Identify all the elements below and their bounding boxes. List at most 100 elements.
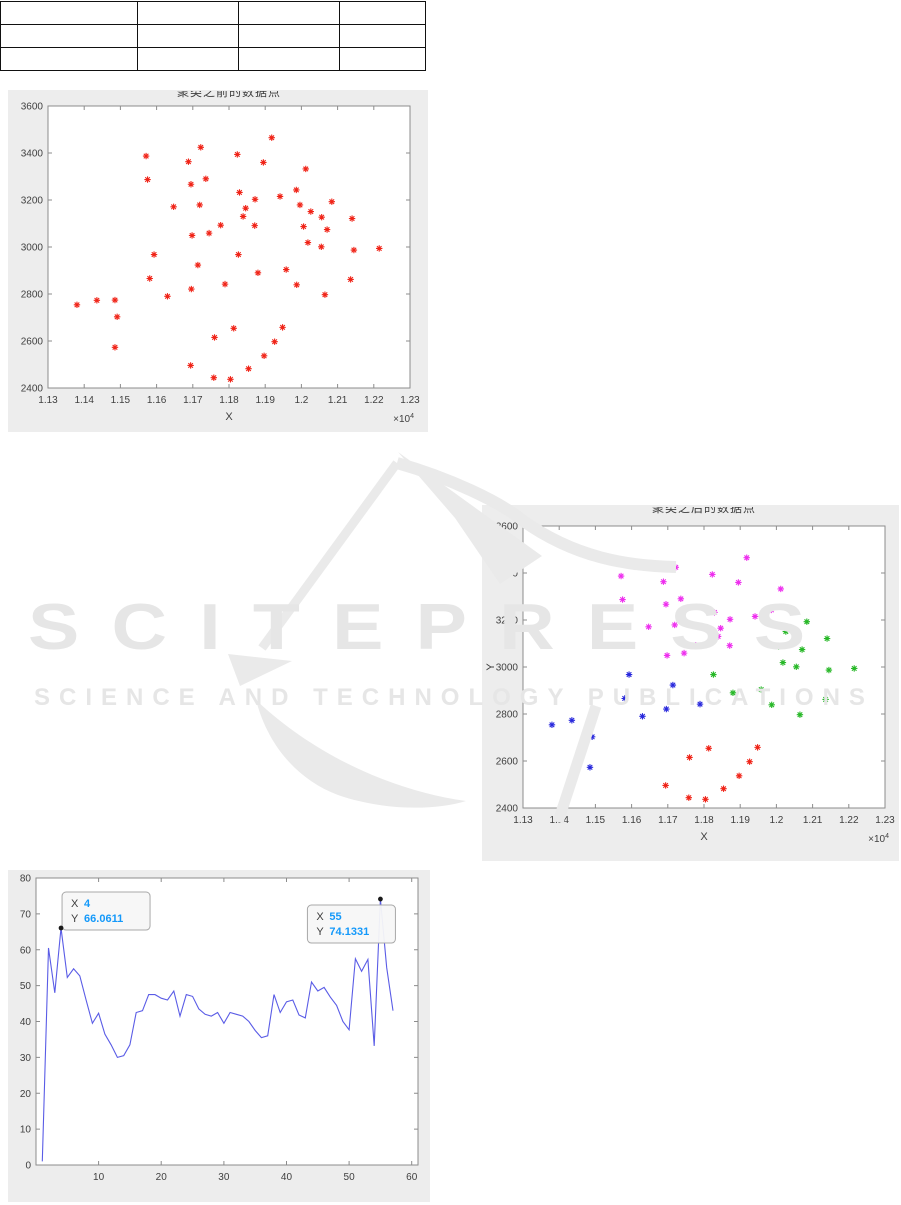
- y-tick-label: 2800: [496, 710, 519, 721]
- figure-scatter-after: 聚类之后的数据点 1.13 1.14 1.15 1.16 1.17 1.18 1.19 1.2…: [482, 505, 899, 861]
- logo-fold: [228, 654, 292, 686]
- datatip-axis-letter: Y: [71, 913, 79, 925]
- y-tick-label: 3000: [21, 243, 44, 254]
- figure-convergence-line: 10 20 30 40 50 60 0 10 20 30 40 50 60 70 80 X 4 Y 66.0611 X…: [8, 870, 430, 1202]
- datatip-anchor-dot: [378, 896, 383, 902]
- y-tick-label: 3600: [21, 102, 44, 113]
- datatip-axis-letter: X: [71, 898, 79, 910]
- table-cell: [137, 47, 239, 71]
- figure-title-clipped: 聚类之后的数据点: [523, 507, 885, 514]
- table-cell: [339, 1, 426, 25]
- table-cell: [238, 1, 340, 25]
- y-tick-label: 3000: [496, 663, 519, 674]
- x-tick-label: 1.19: [255, 395, 275, 406]
- y-tick-label: 2600: [21, 337, 44, 348]
- x-tick-label: 50: [344, 1172, 356, 1183]
- y-tick-label: 60: [20, 945, 32, 956]
- y-tick-label: 3400: [21, 149, 44, 160]
- x-tick-label: 1.14: [549, 815, 569, 826]
- x-tick-label: 1.21: [328, 395, 348, 406]
- table-row: [0, 1, 426, 25]
- axis-multiplier: ×104: [868, 833, 889, 845]
- datatip-value: 74.1331: [329, 926, 369, 938]
- x-tick-label: 40: [281, 1172, 293, 1183]
- x-tick-label: 1.2: [769, 815, 783, 826]
- x-tick-label: 60: [406, 1172, 418, 1183]
- y-axis-label: Y: [485, 663, 497, 671]
- x-tick-label: 1.19: [730, 815, 750, 826]
- table-cell: [137, 24, 239, 48]
- y-tick-label: 0: [25, 1161, 31, 1172]
- axis-multiplier: ×104: [393, 413, 414, 425]
- table-cell: [0, 47, 138, 71]
- y-tick-label: 2600: [496, 757, 519, 768]
- y-tick-label: 3600: [496, 522, 519, 533]
- datatip-value: 4: [84, 898, 91, 910]
- x-tick-label: 1.22: [839, 815, 859, 826]
- table-row: [0, 47, 426, 71]
- cluster-green: [710, 618, 858, 718]
- cluster-red: [662, 744, 761, 803]
- x-tick-label: 1.18: [694, 815, 714, 826]
- datatip-value: 66.0611: [84, 913, 123, 925]
- table-row: [0, 24, 426, 48]
- convergence-curve: [41, 898, 394, 1162]
- figure-scatter-before: 聚类之前的数据点 1.13 1.14 1.15 1.16 1.17 1.18 1.19 1.2…: [8, 90, 428, 432]
- x-tick-label: 1.16: [147, 395, 167, 406]
- y-tick-label: 10: [20, 1125, 32, 1136]
- datatip-box: [306, 904, 396, 944]
- y-tick-label: 3200: [496, 616, 519, 627]
- datatip-box: [61, 891, 151, 931]
- x-tick-label: 1.13: [38, 395, 58, 406]
- y-tick-label: 2400: [21, 384, 44, 395]
- scatter-before-plot: 1.13 1.14 1.15 1.16 1.17 1.18 1.19 1.2 1.21 1.22 1…: [21, 102, 420, 426]
- y-tick-label: 20: [20, 1089, 32, 1100]
- x-axis-label: X: [700, 831, 708, 843]
- table-cell: [238, 24, 340, 48]
- figure-title-text: 聚类之后的数据点: [651, 507, 756, 514]
- table-cell: [339, 24, 426, 48]
- y-tick-label: 3200: [21, 196, 44, 207]
- x-tick-label: 1.15: [586, 815, 606, 826]
- x-tick-label: 20: [156, 1172, 168, 1183]
- figure-title-clipped: 聚类之前的数据点: [48, 91, 410, 98]
- axis-ticks: [36, 877, 418, 1166]
- y-tick-label: 40: [20, 1017, 32, 1028]
- logo-swoosh-bottom: [256, 700, 466, 808]
- datatip-axis-letter: Y: [316, 926, 324, 938]
- x-tick-label: 1.23: [400, 395, 420, 406]
- x-tick-label: 1.18: [219, 395, 239, 406]
- datatip-axis-letter: X: [316, 911, 324, 923]
- x-tick-label: 1.13: [513, 815, 533, 826]
- logo-page-outline: [258, 460, 401, 651]
- x-tick-label: 1.21: [803, 815, 823, 826]
- y-tick-label: 2400: [496, 804, 519, 815]
- x-tick-label: 1.23: [875, 815, 895, 826]
- table-cell: [0, 24, 138, 48]
- x-tick-label: 1.2: [294, 395, 308, 406]
- axis-ticks: [47, 105, 411, 389]
- cluster-magenta: [617, 554, 784, 659]
- y-tick-label: 70: [20, 909, 32, 920]
- table-cell: [0, 1, 138, 25]
- x-tick-label: 1.15: [111, 395, 131, 406]
- x-tick-label: 1.16: [622, 815, 642, 826]
- x-tick-label: 1.17: [658, 815, 678, 826]
- datatip-value: 55: [329, 911, 341, 923]
- table-cell: [238, 47, 340, 71]
- unclustered-points: [73, 134, 383, 383]
- x-tick-label: 1.17: [183, 395, 203, 406]
- y-tick-label: 30: [20, 1053, 32, 1064]
- table-cell: [339, 47, 426, 71]
- x-axis-label: X: [225, 411, 233, 423]
- y-tick-label: 50: [20, 981, 32, 992]
- x-tick-label: 30: [218, 1172, 230, 1183]
- x-tick-label: 1.22: [364, 395, 384, 406]
- table-cell: [137, 1, 239, 25]
- y-tick-label: 80: [20, 874, 32, 885]
- datatip-anchor-dot: [58, 925, 64, 931]
- x-tick-label: 1.14: [74, 395, 94, 406]
- empty-results-table: [0, 1, 426, 71]
